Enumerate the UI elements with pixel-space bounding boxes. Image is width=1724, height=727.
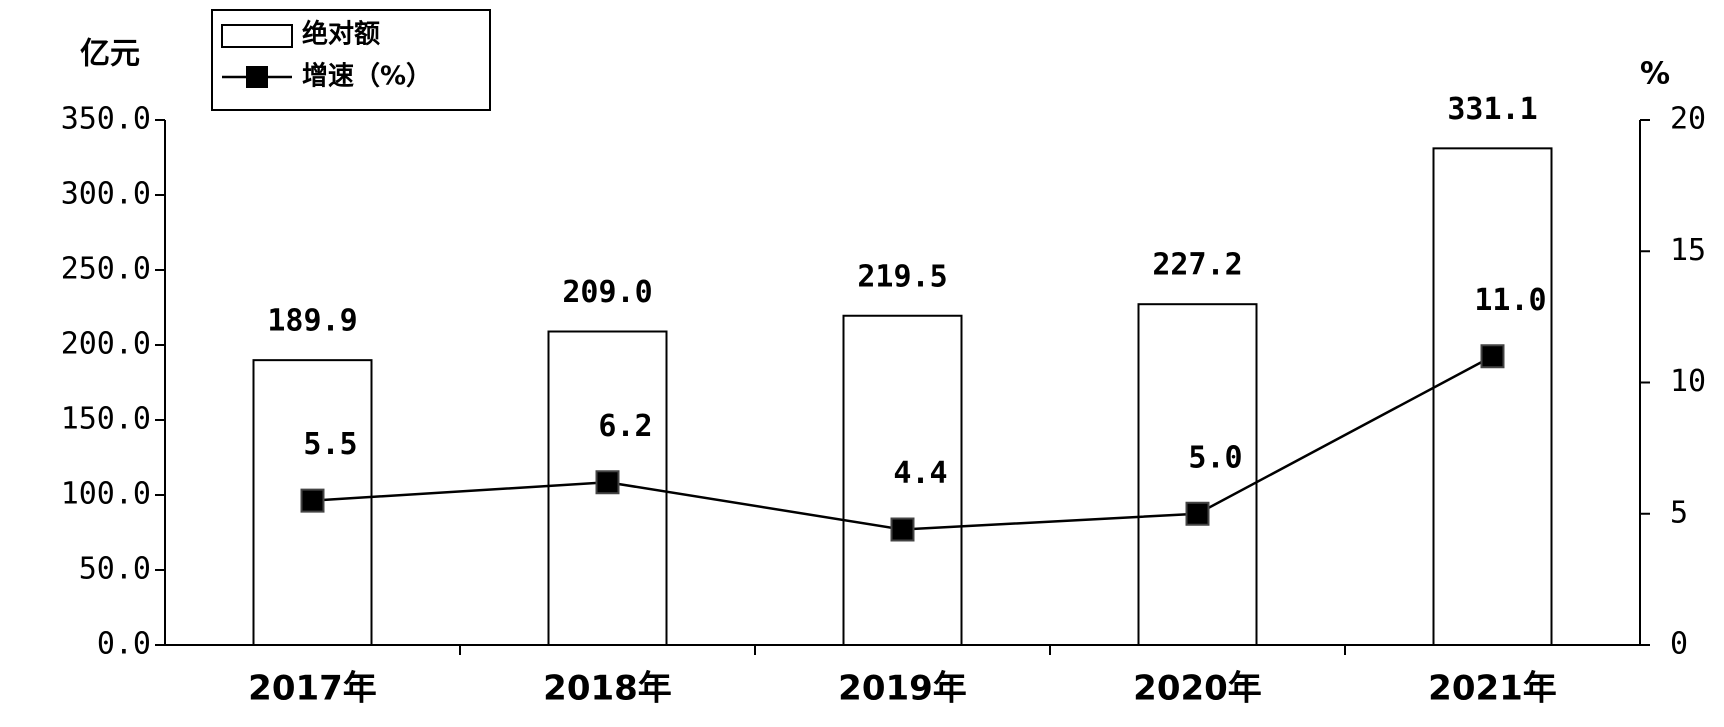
x-tick-label: 2020年 xyxy=(1133,669,1262,709)
bar-value-label: 209.0 xyxy=(562,275,652,310)
y-tick-label: 150.0 xyxy=(61,402,151,437)
legend-label: 增速（%） xyxy=(302,61,432,92)
x-tick-label: 2021年 xyxy=(1428,669,1557,709)
line-value-label: 4.4 xyxy=(893,456,947,491)
y-tick-label: 250.0 xyxy=(61,252,151,287)
y-tick-label: 200.0 xyxy=(61,327,151,362)
line-marker xyxy=(1185,501,1210,526)
legend-swatch xyxy=(246,66,268,88)
y2-tick-label: 15 xyxy=(1670,233,1706,268)
line-marker xyxy=(1480,344,1505,369)
legend-label: 绝对额 xyxy=(302,19,380,50)
legend-swatch xyxy=(221,24,293,48)
y-axis-label: 亿元 xyxy=(80,37,140,72)
bar xyxy=(1137,303,1258,646)
line-value-label: 11.0 xyxy=(1474,283,1546,318)
bar xyxy=(842,314,963,646)
x-tick-label: 2019年 xyxy=(838,669,967,709)
y2-tick-label: 0 xyxy=(1670,627,1688,662)
line-marker xyxy=(890,517,915,542)
line-marker xyxy=(300,488,325,513)
x-tick-label: 2017年 xyxy=(248,669,377,709)
y2-tick-label: 5 xyxy=(1670,495,1688,530)
y2-tick-label: 20 xyxy=(1670,102,1706,137)
y2-tick-label: 10 xyxy=(1670,364,1706,399)
y-tick-label: 50.0 xyxy=(79,552,151,587)
x-tick-label: 2018年 xyxy=(543,669,672,709)
bar-value-label: 227.2 xyxy=(1152,248,1242,283)
y-tick-label: 300.0 xyxy=(61,177,151,212)
bar-value-label: 189.9 xyxy=(267,304,357,339)
line-value-label: 5.0 xyxy=(1188,440,1242,475)
bar-value-label: 219.5 xyxy=(857,259,947,294)
y-tick-label: 350.0 xyxy=(61,102,151,137)
line-value-label: 6.2 xyxy=(598,409,652,444)
bar xyxy=(1432,147,1553,646)
y2-axis-label: % xyxy=(1640,57,1670,92)
y-tick-label: 0.0 xyxy=(97,627,151,662)
line-value-label: 5.5 xyxy=(303,427,357,462)
bar-value-label: 331.1 xyxy=(1447,92,1537,127)
line-marker xyxy=(595,470,620,495)
y-tick-label: 100.0 xyxy=(61,477,151,512)
